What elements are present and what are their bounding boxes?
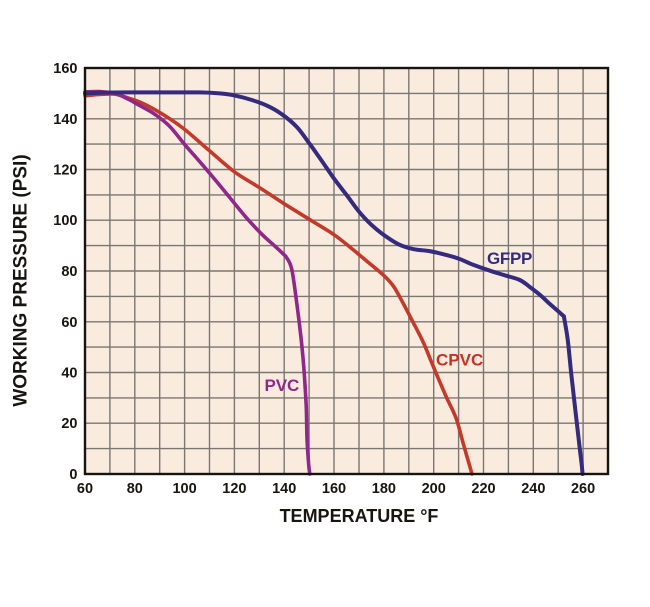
- svg-text:120: 120: [53, 163, 77, 179]
- svg-text:80: 80: [61, 264, 77, 280]
- svg-text:220: 220: [471, 481, 495, 497]
- svg-text:120: 120: [222, 481, 246, 497]
- svg-text:60: 60: [77, 481, 93, 497]
- svg-text:260: 260: [571, 481, 595, 497]
- svg-text:240: 240: [521, 481, 545, 497]
- svg-text:CPVC: CPVC: [436, 351, 483, 370]
- svg-text:TEMPERATURE °F: TEMPERATURE °F: [280, 506, 439, 526]
- svg-text:160: 160: [322, 481, 346, 497]
- svg-text:160: 160: [53, 61, 77, 77]
- svg-text:GFPP: GFPP: [487, 249, 532, 268]
- svg-text:20: 20: [61, 416, 77, 432]
- svg-text:140: 140: [272, 481, 296, 497]
- svg-text:200: 200: [422, 481, 446, 497]
- svg-text:100: 100: [53, 213, 77, 229]
- svg-text:140: 140: [53, 112, 77, 128]
- svg-text:80: 80: [127, 481, 143, 497]
- svg-text:180: 180: [372, 481, 396, 497]
- svg-text:0: 0: [69, 467, 77, 483]
- svg-text:40: 40: [61, 366, 77, 382]
- svg-text:100: 100: [172, 481, 196, 497]
- svg-text:PVC: PVC: [265, 376, 300, 395]
- svg-text:60: 60: [61, 315, 77, 331]
- svg-text:WORKING PRESSURE (PSI): WORKING PRESSURE (PSI): [11, 154, 32, 406]
